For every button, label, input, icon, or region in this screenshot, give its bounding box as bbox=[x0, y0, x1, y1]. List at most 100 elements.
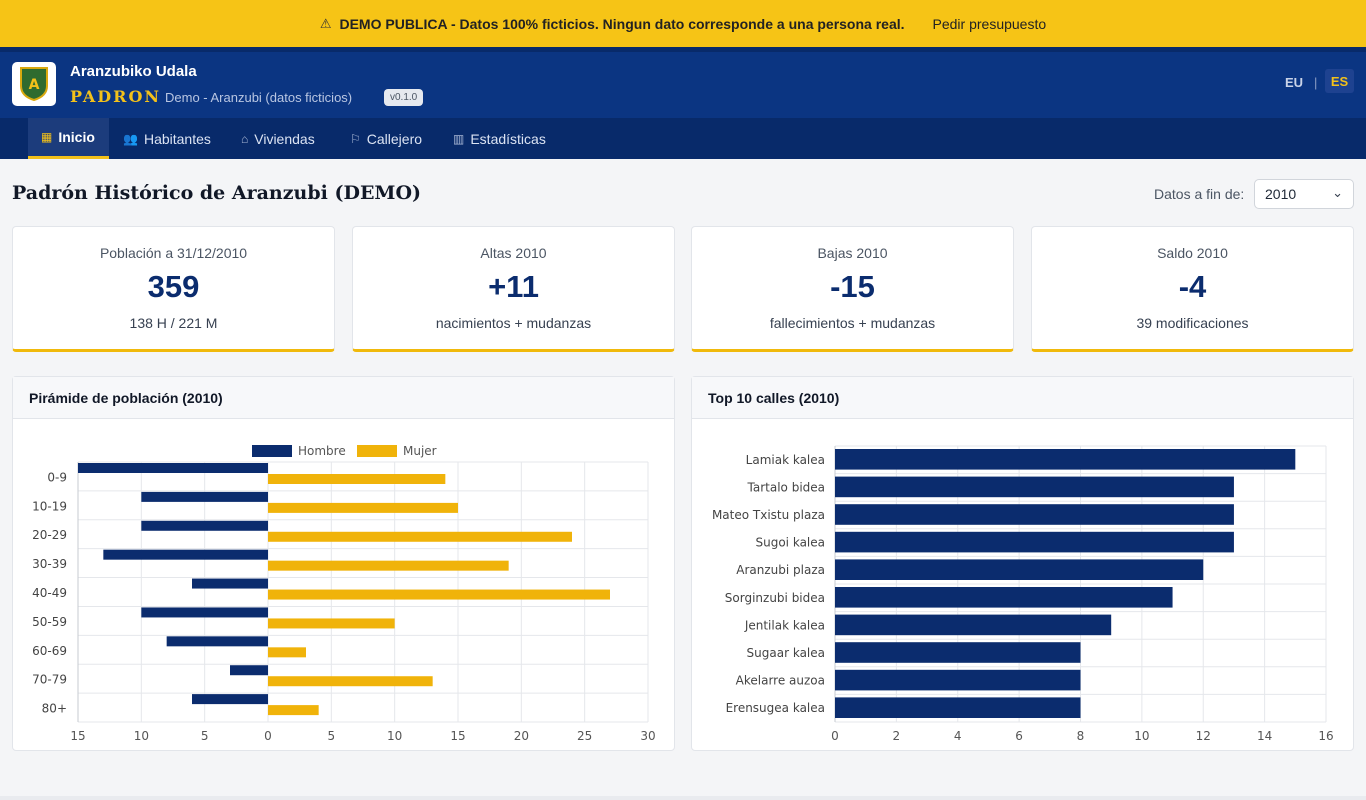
y-tick-label: 20-29 bbox=[32, 528, 67, 542]
bar-hombre bbox=[78, 463, 268, 473]
main-nav: ▦ Inicio 👥 Habitantes ⌂ Viviendas ⚐ Call… bbox=[0, 118, 1366, 159]
lang-eu-button[interactable]: EU bbox=[1285, 75, 1304, 90]
x-tick-label: 2 bbox=[893, 729, 901, 743]
x-tick-label: 30 bbox=[640, 729, 655, 743]
x-tick-label: 15 bbox=[70, 729, 85, 743]
population-pyramid-card: Pirámide de población (2010) Hombre Mujer… bbox=[12, 376, 675, 751]
x-tick-label: 10 bbox=[387, 729, 402, 743]
bar-street bbox=[835, 476, 1234, 498]
footer-band bbox=[0, 796, 1366, 800]
nav-item-label: Estadísticas bbox=[470, 130, 546, 147]
x-tick-label: 4 bbox=[954, 729, 962, 743]
x-tick-label: 15 bbox=[450, 729, 465, 743]
y-tick-label: 30-39 bbox=[32, 557, 67, 571]
kpi-card-population: Población a 31/12/2010 359 138 H / 221 M bbox=[12, 226, 335, 352]
bar-hombre bbox=[166, 636, 268, 647]
warning-icon: ⚠ bbox=[319, 15, 332, 31]
bar-street bbox=[835, 642, 1081, 663]
bar-street bbox=[835, 587, 1173, 608]
bar-mujer bbox=[268, 474, 446, 484]
nav-item-label: Habitantes bbox=[143, 130, 211, 147]
bar-hombre bbox=[141, 607, 268, 618]
x-tick-label: 5 bbox=[201, 729, 209, 743]
kpi-value: 359 bbox=[147, 269, 200, 304]
x-tick-label: 25 bbox=[577, 729, 592, 743]
y-tick-label: 70-79 bbox=[32, 673, 67, 687]
lang-separator: | bbox=[1314, 75, 1318, 90]
dashboard-icon: ▦ bbox=[41, 130, 53, 144]
y-tick-label: Sugaar kalea bbox=[747, 646, 825, 660]
bar-mujer bbox=[268, 705, 319, 716]
bar-street bbox=[835, 531, 1234, 553]
bar-mujer bbox=[268, 589, 610, 600]
legend-swatch bbox=[252, 445, 292, 457]
bar-street bbox=[835, 504, 1234, 525]
bar-street bbox=[835, 449, 1296, 470]
bar-hombre bbox=[103, 549, 268, 560]
municipality-logo[interactable]: A bbox=[12, 62, 56, 106]
x-tick-label: 10 bbox=[134, 729, 149, 743]
legend-label: Mujer bbox=[403, 444, 437, 458]
users-icon: 👥 bbox=[123, 131, 138, 146]
bar-street bbox=[835, 697, 1081, 718]
version-badge: v0.1.0 bbox=[384, 89, 424, 106]
bar-hombre bbox=[141, 520, 268, 531]
x-tick-label: 0 bbox=[264, 729, 272, 743]
demo-banner-message: DEMO PUBLICA - Datos 100% ficticios. Nin… bbox=[339, 15, 905, 32]
y-tick-label: Aranzubi plaza bbox=[736, 563, 825, 577]
kpi-value: -15 bbox=[830, 269, 875, 304]
y-tick-label: 60-69 bbox=[32, 644, 67, 658]
bar-mujer bbox=[268, 676, 433, 687]
x-tick-label: 14 bbox=[1257, 729, 1272, 743]
legend-swatch bbox=[357, 445, 397, 457]
home-icon: ⌂ bbox=[241, 131, 249, 146]
legend-label: Hombre bbox=[298, 444, 346, 458]
x-tick-label: 0 bbox=[831, 729, 839, 743]
bar-hombre bbox=[230, 665, 268, 676]
signpost-icon: ⚐ bbox=[350, 131, 361, 146]
org-name: Aranzubiko Udala bbox=[70, 63, 197, 80]
population-pyramid-chart: Hombre Mujer 15 10 5 0 5 10 15 20 25 30 0-9 10-19 20-2… bbox=[32, 444, 656, 743]
bar-chart-icon: ▥ bbox=[453, 131, 465, 146]
y-tick-label: Mateo Txistu plaza bbox=[712, 508, 825, 522]
x-tick-label: 8 bbox=[1077, 729, 1085, 743]
request-quote-link[interactable]: Pedir presupuesto bbox=[932, 15, 1047, 32]
nav-item-callejero[interactable]: ⚐ Callejero bbox=[350, 118, 422, 159]
app-header: A Aranzubiko Udala PADRON Demo - Aranzub… bbox=[0, 47, 1366, 118]
lang-es-button[interactable]: ES bbox=[1325, 69, 1354, 93]
y-tick-label: Tartalo bidea bbox=[747, 480, 825, 494]
nav-item-inicio[interactable]: ▦ Inicio bbox=[28, 118, 109, 159]
y-tick-label: Lamiak kalea bbox=[746, 453, 825, 467]
kpi-note: 39 modificaciones bbox=[1136, 315, 1249, 331]
y-tick-label: Jentilak kalea bbox=[744, 618, 825, 632]
bar-hombre bbox=[141, 491, 268, 502]
y-tick-label: 40-49 bbox=[32, 586, 67, 600]
kpi-value: -4 bbox=[1178, 269, 1207, 304]
kpi-note: fallecimientos + mudanzas bbox=[769, 315, 936, 331]
x-tick-label: 16 bbox=[1318, 729, 1333, 743]
year-select[interactable]: 2010 ⌄ bbox=[1254, 179, 1354, 209]
kpi-card-altas: Altas 2010 +11 nacimientos + mudanzas bbox=[352, 226, 675, 352]
bar-street bbox=[835, 559, 1204, 580]
bar-street bbox=[835, 614, 1112, 636]
x-tick-label: 10 bbox=[1134, 729, 1149, 743]
card-title: Top 10 calles (2010) bbox=[692, 377, 1353, 419]
bar-mujer bbox=[268, 647, 306, 658]
kpi-label: Altas 2010 bbox=[480, 245, 547, 261]
x-tick-label: 20 bbox=[514, 729, 529, 743]
nav-item-habitantes[interactable]: 👥 Habitantes bbox=[123, 118, 211, 159]
kpi-label: Bajas 2010 bbox=[817, 245, 888, 261]
kpi-note: nacimientos + mudanzas bbox=[435, 315, 592, 331]
nav-item-label: Callejero bbox=[366, 130, 423, 147]
kpi-card-saldo: Saldo 2010 -4 39 modificaciones bbox=[1031, 226, 1354, 352]
y-tick-label: Sugoi kalea bbox=[756, 536, 826, 550]
top-streets-card: Top 10 calles (2010) 0 2 4 6 8 10 12 14 16 Lamiak… bbox=[691, 376, 1354, 751]
y-tick-label: Akelarre auzoa bbox=[736, 674, 825, 688]
x-tick-label: 12 bbox=[1196, 729, 1211, 743]
y-tick-label: Erensugea kalea bbox=[726, 701, 825, 715]
nav-item-viviendas[interactable]: ⌂ Viviendas bbox=[241, 118, 315, 159]
nav-item-label: Viviendas bbox=[254, 130, 315, 147]
nav-item-label: Inicio bbox=[58, 129, 95, 145]
bar-mujer bbox=[268, 531, 572, 542]
nav-item-estadisticas[interactable]: ▥ Estadísticas bbox=[453, 118, 546, 159]
